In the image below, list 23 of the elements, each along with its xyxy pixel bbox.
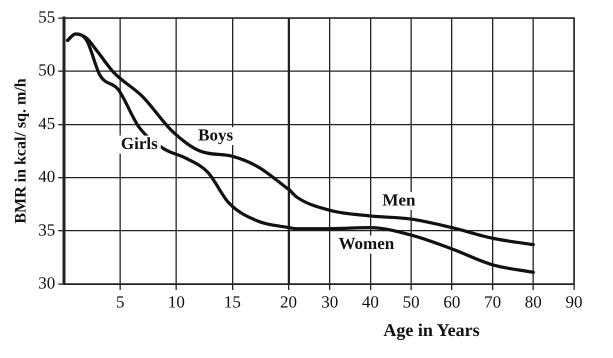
x-tick-label: 10 (168, 292, 185, 312)
annotation: Girls (120, 134, 158, 153)
x-tick-label: 20 (280, 292, 297, 312)
y-tick-label: 30 (38, 273, 56, 292)
annotation: Women (338, 234, 394, 253)
x-axis-title: Age in Years (382, 320, 480, 340)
y-axis-title: BMR in kcal/ sq. m/h (12, 78, 30, 224)
y-tick-label: 40 (38, 167, 56, 186)
x-tick-label: 90 (565, 292, 582, 312)
x-tick-label: 80 (524, 292, 542, 312)
x-tick-label: 70 (484, 292, 501, 312)
y-tick-label: 55 (38, 7, 56, 26)
x-tick-label: 40 (361, 292, 378, 312)
x-tick-label: 50 (402, 292, 420, 312)
y-tick-label: 45 (38, 114, 56, 133)
y-tick-label: 35 (38, 220, 56, 240)
x-tick-label: 15 (224, 292, 241, 312)
annotation: Men (382, 190, 416, 210)
x-tick-label: 60 (442, 292, 460, 312)
x-tick-label: 5 (116, 292, 125, 312)
y-tick-label: 50 (38, 60, 56, 80)
x-tick-label: 30 (320, 292, 338, 312)
annotation: Boys (198, 126, 234, 145)
